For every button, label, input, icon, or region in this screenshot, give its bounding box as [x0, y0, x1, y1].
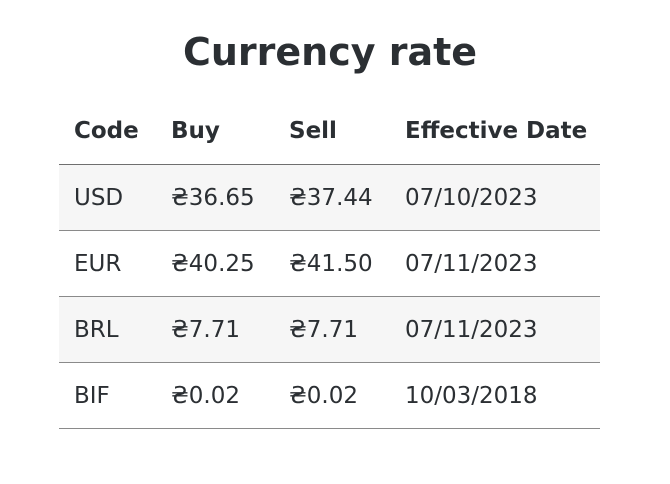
table-header-row: Code Buy Sell Effective Date	[59, 98, 600, 165]
table-row: BRL ₴7.71 ₴7.71 07/11/2023	[59, 296, 600, 363]
cell-code: BRL	[59, 296, 156, 363]
currency-rate-table: Code Buy Sell Effective Date USD ₴36.65 …	[59, 98, 600, 429]
cell-buy: ₴40.25	[156, 230, 274, 297]
table-row: EUR ₴40.25 ₴41.50 07/11/2023	[59, 230, 600, 297]
page-title: Currency rate	[182, 30, 478, 74]
cell-effective-date: 10/03/2018	[390, 362, 600, 429]
column-header-buy: Buy	[156, 98, 274, 165]
table-body: USD ₴36.65 ₴37.44 07/10/2023 EUR ₴40.25 …	[59, 164, 600, 429]
cell-code: EUR	[59, 230, 156, 297]
cell-code: BIF	[59, 362, 156, 429]
column-header-code: Code	[59, 98, 156, 165]
cell-effective-date: 07/11/2023	[390, 230, 600, 297]
cell-buy: ₴36.65	[156, 164, 274, 231]
cell-sell: ₴7.71	[274, 296, 390, 363]
table-row: USD ₴36.65 ₴37.44 07/10/2023	[59, 164, 600, 231]
cell-sell: ₴41.50	[274, 230, 390, 297]
cell-code: USD	[59, 164, 156, 231]
cell-buy: ₴7.71	[156, 296, 274, 363]
cell-effective-date: 07/11/2023	[390, 296, 600, 363]
table-row: BIF ₴0.02 ₴0.02 10/03/2018	[59, 362, 600, 429]
cell-buy: ₴0.02	[156, 362, 274, 429]
cell-effective-date: 07/10/2023	[390, 164, 600, 231]
cell-sell: ₴0.02	[274, 362, 390, 429]
column-header-sell: Sell	[274, 98, 390, 165]
column-header-effective-date: Effective Date	[390, 98, 600, 165]
table-header: Code Buy Sell Effective Date	[59, 98, 600, 165]
cell-sell: ₴37.44	[274, 164, 390, 231]
